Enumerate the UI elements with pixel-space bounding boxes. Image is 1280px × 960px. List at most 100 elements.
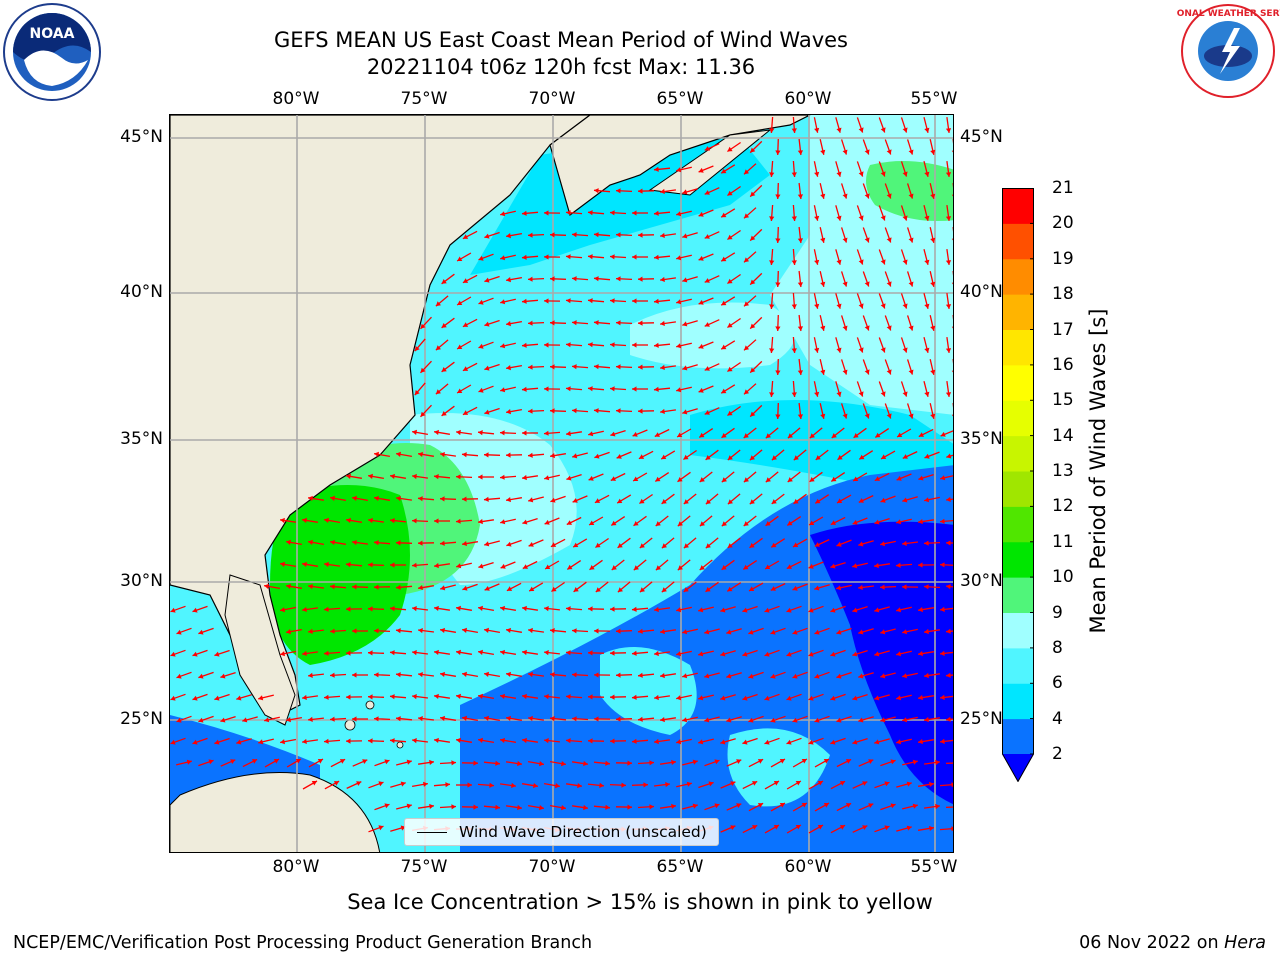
graticule: [170, 115, 953, 852]
direction-arrow: [704, 231, 720, 239]
period-zone-6-8: [600, 647, 697, 735]
direction-arrow: [840, 271, 848, 287]
direction-arrow: [748, 802, 764, 812]
direction-arrow: [862, 227, 870, 243]
direction-arrow: [544, 694, 560, 700]
lat-tick-right: 30°N: [960, 571, 1003, 591]
direction-arrow: [884, 227, 892, 243]
credit-branch: NCEP/EMC/Verification Post Processing Pr…: [13, 933, 593, 953]
direction-arrow: [862, 271, 870, 287]
direction-arrow: [522, 430, 538, 436]
direction-arrow: [874, 606, 890, 613]
direction-arrow: [637, 232, 655, 238]
direction-arrow: [749, 272, 763, 286]
direction-arrow: [917, 607, 935, 613]
direction-arrow: [945, 205, 952, 221]
direction-arrow: [917, 825, 935, 831]
direction-arrow: [771, 449, 785, 461]
direction-arrow: [862, 183, 870, 199]
direction-arrow: [418, 803, 434, 809]
direction-arrow: [683, 449, 697, 461]
direction-arrow: [951, 271, 953, 285]
direction-arrow: [214, 649, 230, 657]
direction-arrow: [742, 649, 758, 657]
direction-arrow: [522, 649, 538, 656]
direction-arrow: [814, 802, 830, 812]
direction-arrow: [884, 403, 892, 419]
direction-arrow: [727, 449, 741, 461]
direction-arrow: [593, 804, 611, 810]
direction-arrow: [661, 493, 675, 505]
direction-arrow: [593, 716, 611, 722]
direction-arrow: [418, 672, 434, 678]
direction-arrow: [797, 226, 803, 244]
direction-arrow: [417, 451, 435, 457]
direction-arrow: [835, 381, 842, 397]
direction-arrow: [726, 672, 742, 679]
direction-arrow: [792, 802, 808, 812]
direction-arrow: [301, 561, 319, 567]
florida-land: [224, 574, 296, 726]
direction-arrow: [345, 694, 363, 700]
direction-arrow: [412, 606, 428, 612]
direction-arrow: [477, 737, 495, 744]
direction-arrow: [852, 737, 868, 745]
direction-arrow: [704, 187, 720, 195]
direction-arrow: [390, 781, 406, 788]
direction-arrow: [367, 606, 385, 612]
direction-arrow: [566, 560, 582, 570]
direction-arrow: [505, 320, 523, 327]
direction-arrow: [742, 560, 758, 570]
direction-arrow: [478, 518, 494, 525]
direction-arrow: [791, 160, 797, 178]
direction-arrow: [433, 782, 451, 788]
direction-arrow: [924, 759, 940, 766]
direction-arrow: [939, 694, 953, 700]
direction-arrow: [862, 403, 870, 419]
direction-arrow: [527, 232, 545, 238]
direction-arrow: [858, 495, 874, 503]
direction-arrow: [878, 117, 886, 133]
direction-arrow: [906, 403, 914, 419]
colorbar-tick-label: 4: [1052, 708, 1063, 729]
direction-arrow: [852, 517, 868, 525]
direction-arrow: [814, 494, 830, 504]
direction-arrow: [836, 758, 852, 768]
period-zone-under-2: [810, 521, 953, 805]
direction-arrow: [505, 276, 523, 283]
direction-arrow: [462, 362, 478, 372]
direction-arrow: [352, 716, 368, 722]
direction-arrow: [543, 342, 561, 348]
direction-arrow: [522, 605, 538, 612]
direction-arrow: [878, 161, 886, 177]
direction-arrow: [615, 672, 633, 678]
direction-arrow: [946, 453, 953, 459]
direction-arrow: [721, 471, 735, 483]
direction-arrow: [874, 781, 890, 789]
direction-arrow: [456, 340, 472, 350]
lon-tick-top: 75°W: [400, 89, 448, 109]
direction-arrow: [676, 386, 692, 393]
direction-arrow: [880, 803, 896, 811]
direction-arrow: [660, 759, 676, 765]
direction-arrow: [769, 204, 775, 222]
direction-arrow: [571, 408, 589, 414]
direction-arrow: [527, 408, 545, 414]
colorbar-tick-label: 11: [1052, 531, 1074, 552]
colorbar-outline: [1002, 188, 1034, 782]
direction-arrow: [544, 517, 560, 525]
direction-arrow: [814, 758, 830, 768]
direction-arrow: [896, 825, 912, 832]
direction-arrow: [500, 342, 516, 349]
direction-arrow: [929, 227, 936, 243]
direction-arrow: [587, 342, 605, 348]
direction-arrow: [840, 315, 848, 331]
direction-arrow: [813, 205, 820, 221]
direction-arrow: [764, 605, 780, 613]
direction-arrow: [727, 273, 741, 285]
direction-arrow: [858, 803, 874, 811]
lat-tick-left: 25°N: [120, 709, 163, 729]
direction-arrow: [654, 694, 670, 701]
direction-arrow: [924, 451, 940, 459]
direction-arrow: [439, 715, 457, 721]
